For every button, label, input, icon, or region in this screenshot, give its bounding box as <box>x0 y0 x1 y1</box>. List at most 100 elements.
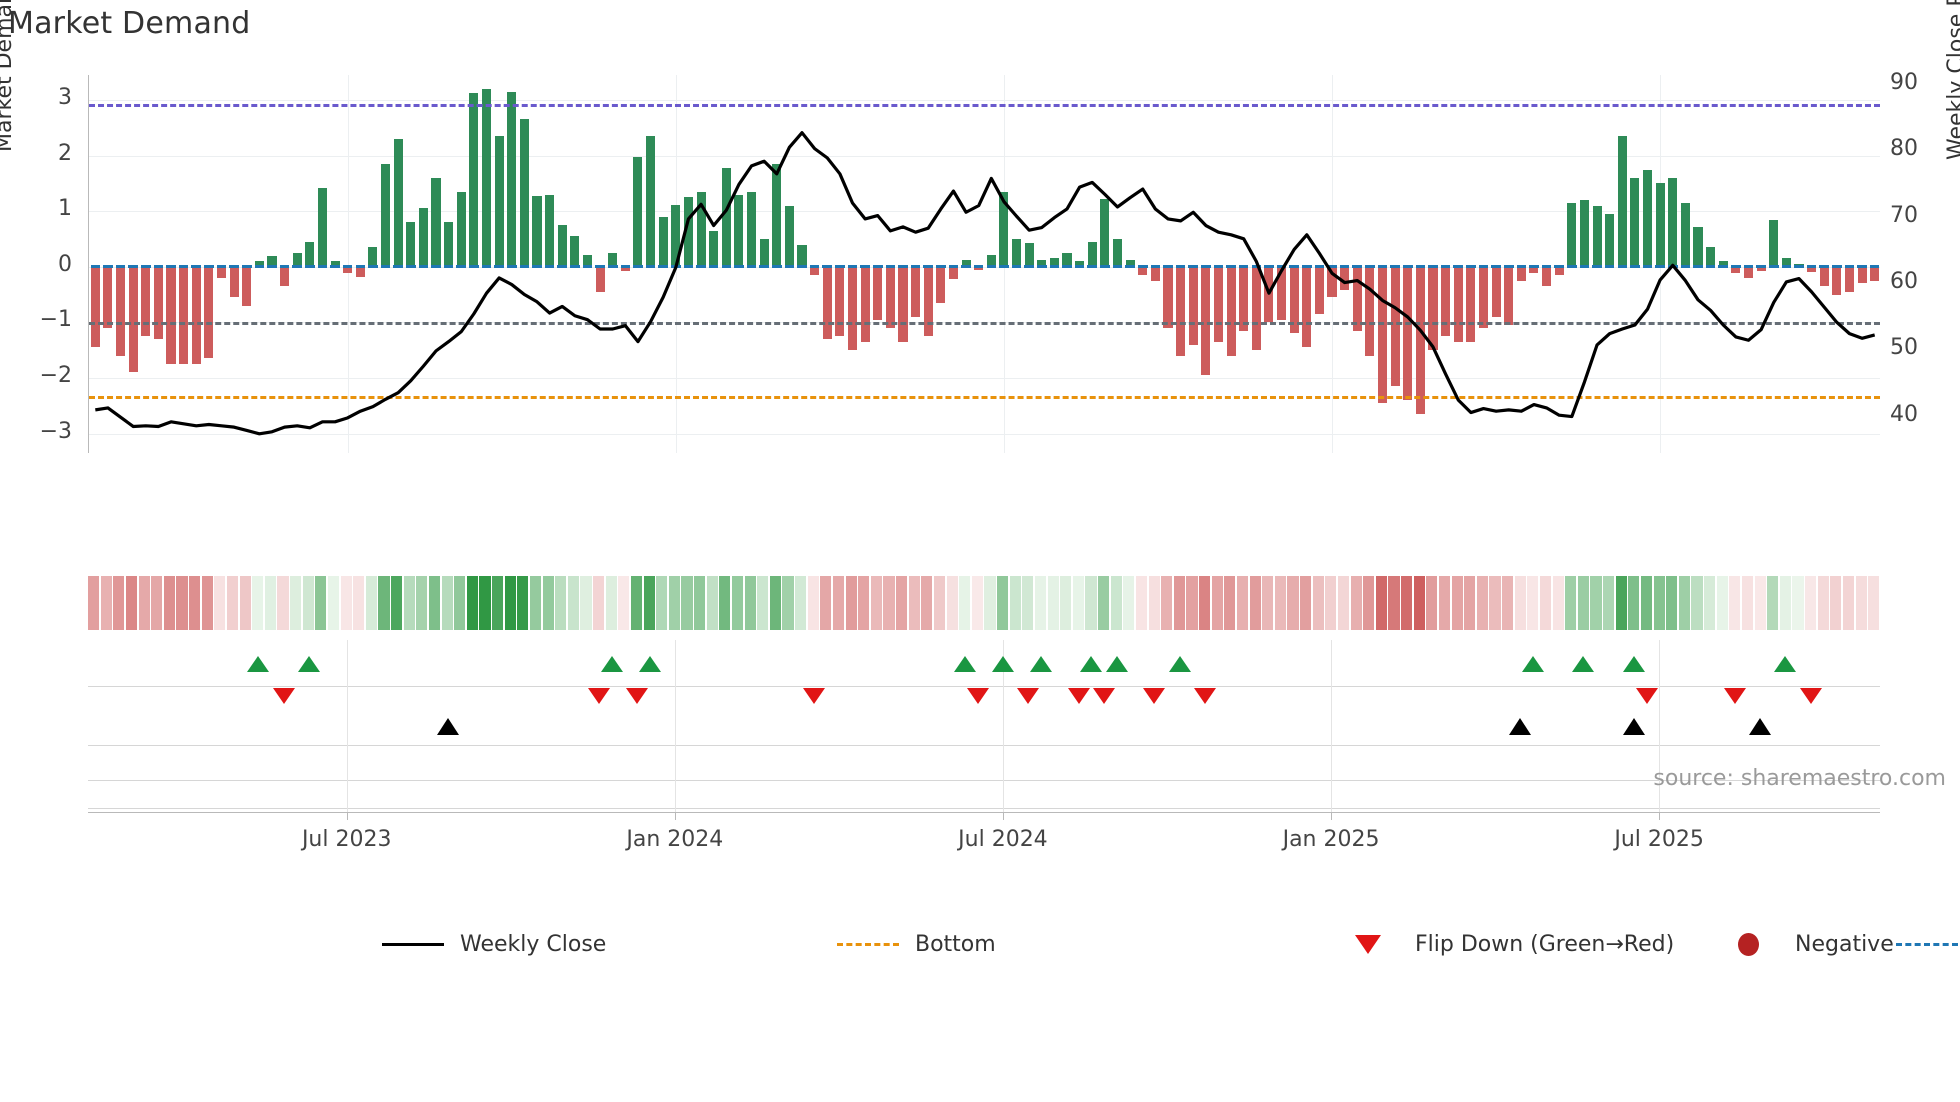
heat-cell <box>1262 576 1274 630</box>
demand-bar <box>1390 266 1400 387</box>
legend-item[interactable]: Flip Down (Green→Red) <box>1335 925 1715 963</box>
demand-bar <box>860 266 870 342</box>
demand-bar <box>822 266 832 340</box>
demand-bar <box>532 195 542 267</box>
demand-bar <box>1302 266 1312 348</box>
baseline-segment <box>1857 264 1867 269</box>
demand-bar <box>1857 266 1867 284</box>
demand-bar <box>595 266 605 292</box>
demand-bar <box>1100 198 1110 267</box>
demand-bar <box>936 266 946 303</box>
baseline-segment <box>1781 264 1792 269</box>
heat-cell <box>226 576 239 630</box>
heat-cell <box>1438 576 1451 630</box>
x-tick-mark <box>1002 813 1005 820</box>
demand-bar <box>431 177 441 267</box>
heat-cell <box>1401 576 1413 630</box>
heat-cell <box>656 576 668 630</box>
demand-bar <box>999 191 1009 267</box>
demand-bar <box>191 266 201 365</box>
baseline-segment <box>1655 264 1665 269</box>
demand-bar <box>1630 177 1640 267</box>
legend-item[interactable]: Baseline (0) <box>1894 925 1960 963</box>
demand-bar <box>582 254 592 267</box>
baseline-segment <box>557 264 568 269</box>
heat-cell <box>504 576 516 630</box>
demand-bar <box>1781 258 1791 267</box>
baseline-segment <box>494 264 504 269</box>
baseline-segment <box>1377 264 1388 269</box>
heat-cell <box>1603 576 1615 630</box>
baseline-segment <box>1415 264 1426 269</box>
heat-cell <box>378 576 390 630</box>
heat-cell <box>757 576 769 630</box>
baseline-segment <box>532 264 542 269</box>
baseline-segment <box>1352 264 1363 269</box>
baseline-segment <box>1100 264 1110 269</box>
demand-bar <box>721 167 731 267</box>
demand-bar <box>1239 266 1249 331</box>
baseline-segment <box>1579 264 1590 269</box>
demand-bar <box>1403 266 1413 401</box>
baseline-segment <box>1466 264 1476 269</box>
demand-heat-strip <box>88 576 1880 630</box>
flip-down-marker <box>1067 688 1090 704</box>
baseline-segment <box>633 264 643 269</box>
demand-bar <box>368 247 378 267</box>
baseline-segment <box>1869 264 1880 269</box>
heat-cell <box>769 576 781 630</box>
demand-bar <box>1428 266 1438 351</box>
demand-bar <box>1844 266 1854 292</box>
heat-cell <box>201 576 213 630</box>
heat-cell <box>1034 576 1047 630</box>
heat-cell <box>176 576 188 630</box>
flip-up-marker <box>600 656 623 672</box>
heat-cell <box>1489 576 1501 630</box>
baseline-segment <box>191 264 202 269</box>
legend-item[interactable]: Negative <box>1715 925 1894 963</box>
heat-cell <box>971 576 983 630</box>
legend-swatch <box>1715 932 1781 956</box>
top-reference-line <box>89 103 1880 107</box>
heat-cell <box>1552 576 1564 630</box>
heat-cell <box>1173 576 1185 630</box>
demand-bar <box>898 266 908 342</box>
demand-bar <box>469 93 479 267</box>
baseline-segment <box>279 264 290 269</box>
heat-cell <box>1628 576 1640 630</box>
marker-gridline-v <box>1659 640 1661 812</box>
baseline-segment <box>1503 264 1514 269</box>
heat-cell <box>1312 576 1324 630</box>
heat-cell <box>1022 576 1034 630</box>
heat-cell <box>782 576 794 630</box>
right-axis-label: Weekly Close Price <box>1944 0 1960 160</box>
demand-bar <box>734 194 744 267</box>
heat-cell <box>1590 576 1602 630</box>
heat-cell <box>908 576 920 630</box>
demand-bar <box>381 163 391 267</box>
weekly-close-line <box>95 131 1876 436</box>
heat-cell <box>1476 576 1488 630</box>
baseline-segment <box>342 264 353 269</box>
baseline-segment <box>1592 264 1602 269</box>
demand-bar <box>267 255 277 267</box>
demand-bar <box>847 266 858 351</box>
legend-item[interactable]: Bottom <box>835 925 1335 963</box>
heat-cell <box>1842 576 1855 630</box>
demand-bar <box>1138 266 1148 276</box>
heat-cell <box>1741 576 1754 630</box>
y-tick-right: 90 <box>1890 69 1918 95</box>
heat-cell <box>529 576 542 630</box>
heat-cell <box>1363 576 1375 630</box>
demand-bar <box>948 266 958 279</box>
demand-bar <box>1680 202 1690 267</box>
page-title: Market Demand <box>8 6 251 41</box>
legend-item[interactable]: Weekly Close <box>380 925 835 963</box>
demand-bar <box>280 266 290 287</box>
baseline-segment <box>961 264 971 269</box>
baseline-segment <box>204 264 214 269</box>
baseline-segment <box>1680 264 1691 269</box>
demand-bar <box>179 266 189 365</box>
flip-up-marker <box>1080 656 1103 672</box>
heat-cell <box>858 576 870 630</box>
